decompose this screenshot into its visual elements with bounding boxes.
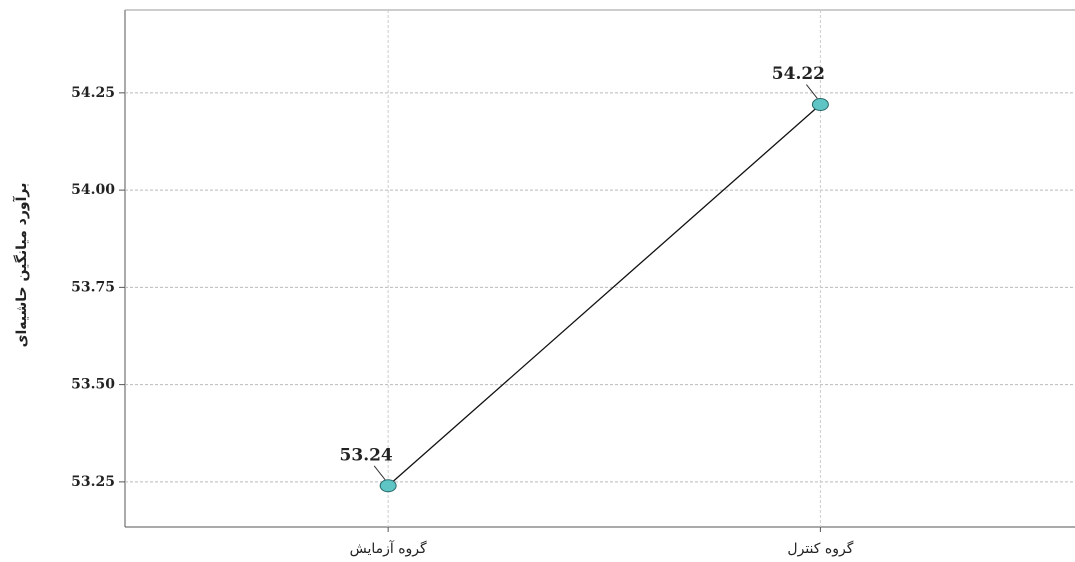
y-tick-label: 53.25 [71,474,115,490]
x-tick-label: گروه آزمایش [350,540,427,557]
x-tick-label: گروه کنترل [787,540,853,557]
y-tick-label: 54.25 [71,85,115,101]
y-tick-label: 53.75 [71,279,115,295]
y-axis-label: برآورد میانگین حاشیه‌ای [12,183,30,348]
label-leader [373,465,386,481]
y-tick-label: 53.50 [71,377,115,393]
data-label: 53.24 [340,445,393,465]
y-tick-label: 54.00 [71,182,115,198]
label-leader [806,84,818,99]
line [387,104,821,487]
data-label: 54.22 [772,64,825,84]
marker [811,98,829,112]
marker [379,479,397,493]
